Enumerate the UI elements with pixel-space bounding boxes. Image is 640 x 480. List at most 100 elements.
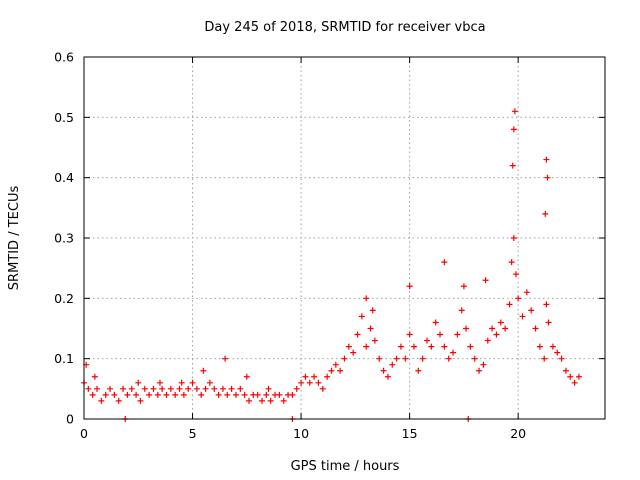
data-point <box>206 379 213 386</box>
data-point <box>558 355 565 362</box>
data-point <box>541 355 548 362</box>
data-point <box>276 391 283 398</box>
data-point <box>293 385 300 392</box>
data-point <box>107 385 114 392</box>
data-point <box>324 373 331 380</box>
data-point <box>532 325 539 332</box>
data-point <box>315 379 322 386</box>
data-point <box>369 307 376 314</box>
data-point <box>91 373 98 380</box>
data-point <box>302 373 309 380</box>
chart-title: Day 245 of 2018, SRMTID for receiver vbc… <box>204 20 485 35</box>
data-point <box>141 385 148 392</box>
data-point <box>120 385 127 392</box>
x-tick-label: 5 <box>189 426 197 441</box>
data-point <box>484 337 491 344</box>
data-point <box>543 156 550 163</box>
data-point <box>432 319 439 326</box>
data-point <box>259 397 266 404</box>
data-point <box>185 385 192 392</box>
x-tick-label: 20 <box>510 426 526 441</box>
data-point <box>85 385 92 392</box>
data-point <box>298 379 305 386</box>
data-point <box>200 367 207 374</box>
data-point <box>133 391 140 398</box>
data-point <box>363 343 370 350</box>
data-point <box>265 385 272 392</box>
data-point <box>245 397 252 404</box>
data-point <box>497 319 504 326</box>
data-point <box>189 379 196 386</box>
data-point <box>510 126 517 133</box>
data-point <box>102 391 109 398</box>
data-point <box>437 331 444 338</box>
data-point <box>493 331 500 338</box>
y-tick-label: 0.4 <box>54 170 74 185</box>
data-point <box>211 385 218 392</box>
x-axis-label: GPS time / hours <box>291 459 400 474</box>
data-point <box>172 391 179 398</box>
data-point <box>450 349 457 356</box>
data-point <box>544 174 551 181</box>
data-point <box>509 162 516 169</box>
data-point <box>363 295 370 302</box>
y-tick-label: 0.5 <box>54 110 74 125</box>
data-point <box>115 397 122 404</box>
data-point <box>415 367 422 374</box>
data-point <box>554 349 561 356</box>
data-point <box>519 313 526 320</box>
data-point <box>193 385 200 392</box>
data-point <box>228 385 235 392</box>
data-point <box>406 331 413 338</box>
data-point <box>232 391 239 398</box>
data-point <box>215 391 222 398</box>
data-point <box>167 385 174 392</box>
data-point <box>137 397 144 404</box>
data-point <box>306 379 313 386</box>
data-point <box>549 343 556 350</box>
data-point <box>508 259 515 266</box>
data-point <box>163 391 170 398</box>
data-point <box>350 349 357 356</box>
data-point <box>512 271 519 278</box>
y-tick-label: 0.1 <box>54 351 74 366</box>
data-point <box>389 361 396 368</box>
data-point <box>241 391 248 398</box>
data-point <box>545 319 552 326</box>
x-tick-label: 10 <box>293 426 309 441</box>
data-point <box>460 283 467 290</box>
data-point <box>89 391 96 398</box>
data-point <box>222 355 229 362</box>
data-point <box>502 325 509 332</box>
data-point <box>328 367 335 374</box>
data-point <box>423 337 430 344</box>
data-point <box>111 391 118 398</box>
data-point <box>393 355 400 362</box>
data-point <box>441 259 448 266</box>
data-point <box>471 355 478 362</box>
data-point <box>454 331 461 338</box>
data-point <box>224 391 231 398</box>
data-point <box>237 385 244 392</box>
data-point <box>267 397 274 404</box>
data-point <box>180 391 187 398</box>
data-point <box>528 307 535 314</box>
data-point <box>219 385 226 392</box>
data-point <box>178 379 185 386</box>
data-point <box>441 343 448 350</box>
data-point <box>146 391 153 398</box>
data-point <box>176 385 183 392</box>
data-point <box>154 391 161 398</box>
y-tick-label: 0 <box>66 412 74 427</box>
data-point <box>98 397 105 404</box>
data-point <box>311 373 318 380</box>
data-point <box>371 337 378 344</box>
data-point <box>506 301 513 308</box>
data-point <box>376 355 383 362</box>
data-point <box>289 391 296 398</box>
data-point <box>419 355 426 362</box>
data-point <box>345 343 352 350</box>
data-point <box>367 325 374 332</box>
y-tick-label: 0.2 <box>54 291 74 306</box>
